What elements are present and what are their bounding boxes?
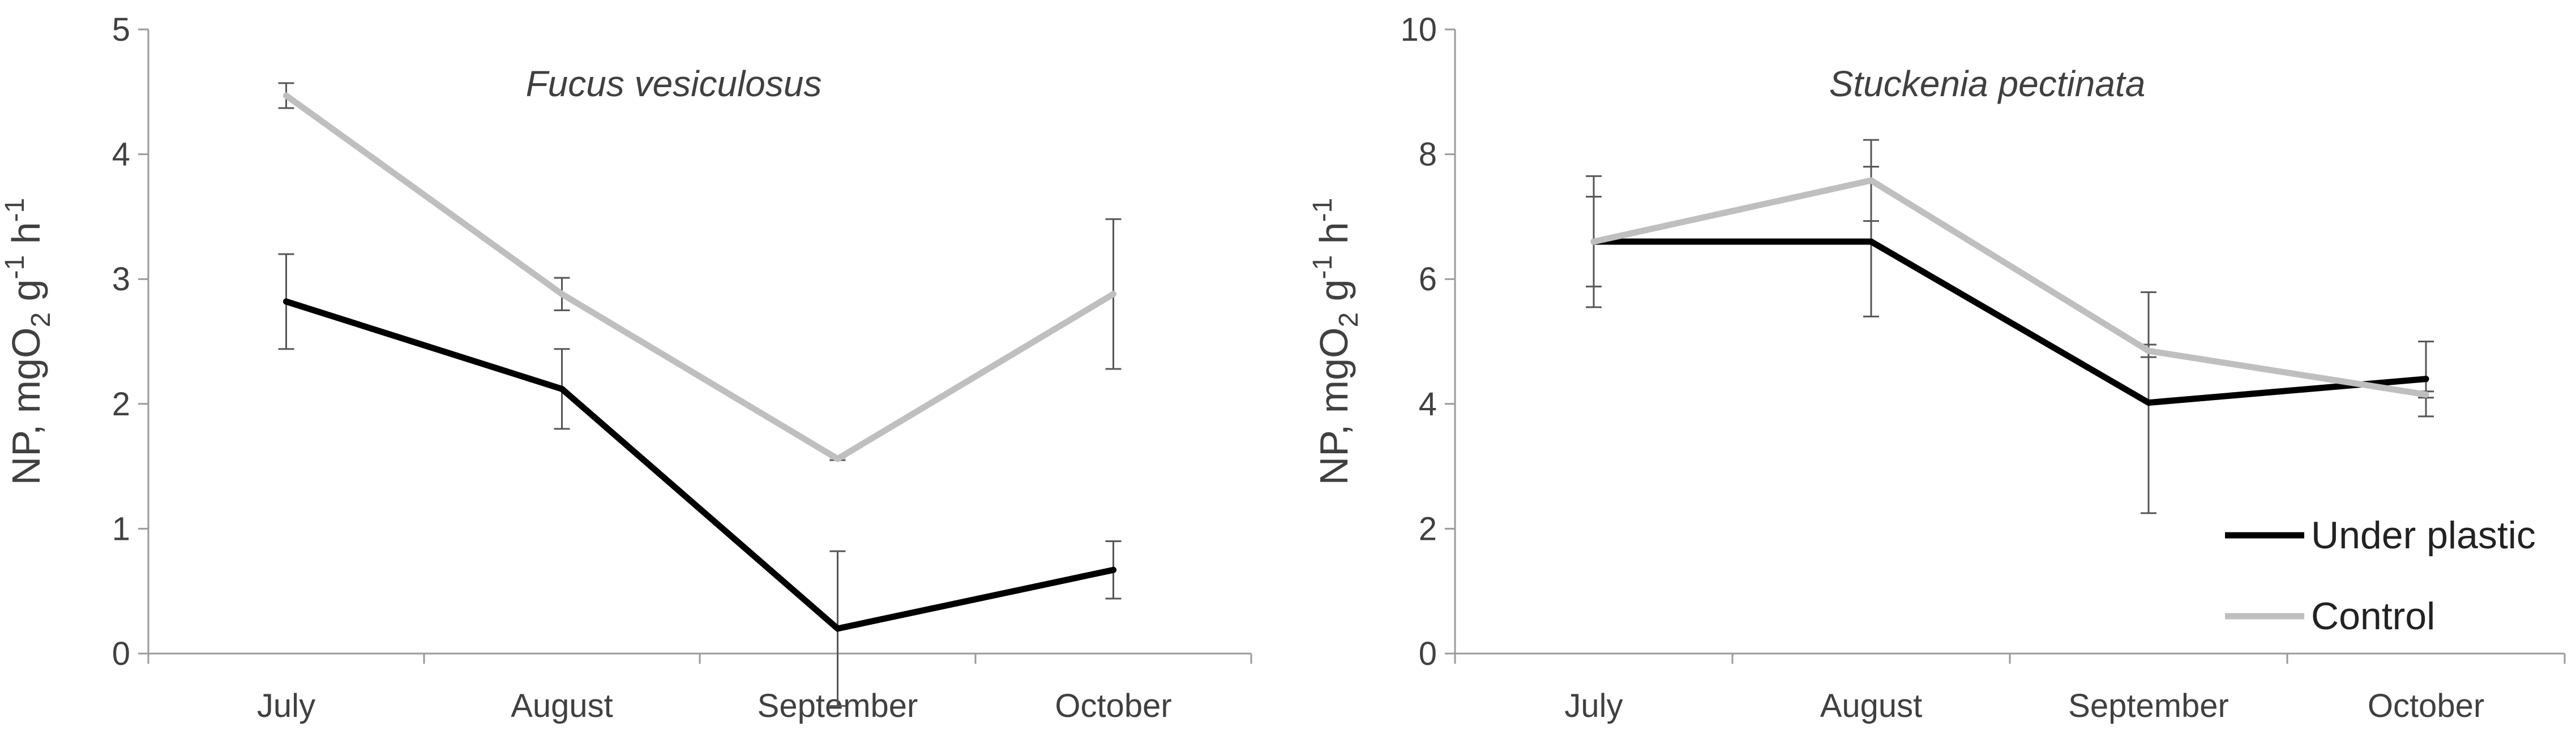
- series-line: [1590, 177, 2429, 398]
- series-control: [278, 82, 1122, 462]
- y-tick-label: 3: [112, 261, 130, 298]
- data-point: [2145, 347, 2152, 354]
- legend-label: Under plastic: [2311, 514, 2536, 557]
- y-tick-label: 2: [112, 386, 130, 423]
- legend-label: Control: [2311, 595, 2435, 638]
- data-point: [1110, 291, 1116, 298]
- y-axis-label-part: 2: [26, 312, 56, 328]
- series-under-plastic: [1586, 166, 2434, 514]
- y-axis-label-part: NP, mgO: [4, 328, 48, 485]
- x-tick-label: August: [511, 688, 613, 724]
- chart-panel-2: 0 2 4 6 8 10 July August September October Stucken…: [1308, 11, 2566, 724]
- data-point: [2145, 399, 2152, 406]
- data-point: [835, 625, 841, 632]
- data-point: [1868, 238, 1875, 245]
- x-tick-label: July: [1564, 688, 1623, 724]
- data-point: [283, 298, 289, 305]
- data-point: [2423, 376, 2429, 383]
- y-axis-label-part: 2: [1334, 312, 1364, 328]
- data-point: [835, 456, 841, 462]
- data-point: [559, 291, 565, 298]
- series-control: [1586, 139, 2434, 399]
- y-tick-label: 6: [1419, 261, 1437, 298]
- y-axis-label: NP, mgO2 g-1 h-1: [1308, 198, 1364, 485]
- y-axis-label-part: -1: [0, 255, 30, 280]
- x-tick-label: August: [1820, 688, 1923, 724]
- x-tick-label: July: [257, 688, 315, 724]
- data-point: [559, 385, 565, 392]
- data-point: [1110, 566, 1116, 573]
- y-tick-label: 4: [112, 136, 130, 173]
- y-axis-label-part: -1: [1308, 198, 1338, 222]
- series-line: [1590, 238, 2429, 406]
- y-axis-label-part: h: [4, 222, 48, 255]
- chart-panel-1: 012345JulyAugustSeptemberOctoberFucus ve…: [0, 11, 1252, 724]
- y-axis-label-part: -1: [0, 198, 30, 222]
- y-tick-label: 10: [1400, 11, 1437, 48]
- y-axis-label-part: g: [1312, 279, 1356, 312]
- y-tick-label: 5: [112, 11, 130, 48]
- y-axis-label-part: g: [4, 279, 48, 312]
- y-tick-label: 8: [1419, 136, 1437, 173]
- y-axis-label-part: -1: [1308, 255, 1338, 280]
- y-tick-label: 4: [1419, 386, 1437, 423]
- y-axis-label: NP, mgO2 g-1 h-1: [0, 198, 56, 485]
- data-point: [1868, 177, 1875, 184]
- x-tick-label: October: [2368, 688, 2484, 724]
- y-tick-label: 2: [1419, 510, 1437, 547]
- data-point: [2423, 391, 2429, 398]
- legend: Under plastic Control: [2225, 514, 2536, 638]
- y-tick-label: 1: [112, 510, 130, 547]
- series-line: [283, 298, 1116, 632]
- chart-title: Fucus vesiculosus: [526, 63, 822, 104]
- y-axis-label-part: NP, mgO: [1312, 328, 1356, 485]
- x-tick-label: October: [1055, 688, 1171, 724]
- chart-title: Stuckenia pectinata: [1829, 63, 2146, 104]
- data-point: [1590, 238, 1597, 245]
- y-axis-label-part: h: [1312, 222, 1356, 255]
- y-tick-label: 0: [1419, 635, 1437, 672]
- y-tick-label: 0: [112, 635, 130, 672]
- data-point: [283, 92, 289, 99]
- series-under-plastic: [278, 253, 1122, 707]
- series-line: [283, 92, 1116, 462]
- x-tick-label: September: [2068, 688, 2229, 724]
